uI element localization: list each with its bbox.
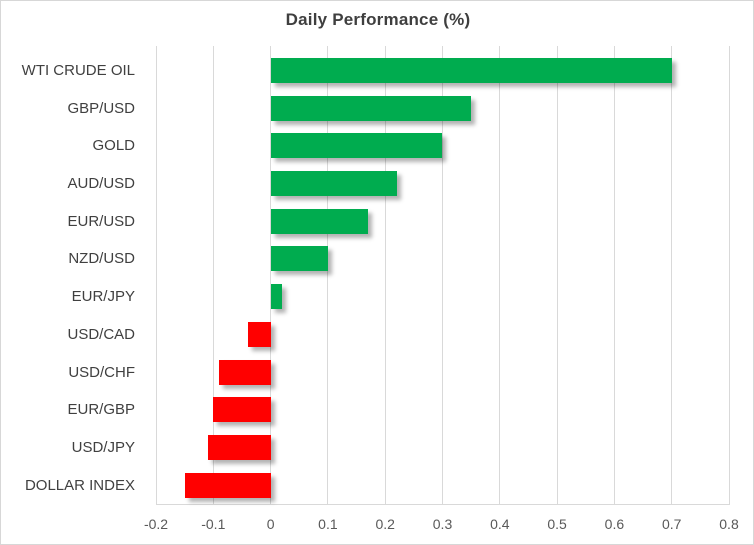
gridline (613, 46, 615, 504)
category-label: USD/CHF (68, 363, 135, 381)
bar-usd-jpy (207, 434, 271, 460)
x-tick-label: 0.7 (661, 516, 682, 532)
x-tick-label: 0 (266, 516, 275, 532)
category-label: AUD/USD (67, 175, 135, 192)
x-tick-label: 0.1 (318, 516, 338, 532)
gridline (155, 46, 157, 504)
gridline (442, 46, 443, 504)
bar-gold (270, 133, 443, 159)
x-tick-label: 0.3 (432, 516, 453, 532)
bar-usd-cad (247, 321, 271, 347)
bar-usd-chf (219, 359, 271, 385)
category-label: EUR/USD (67, 212, 135, 230)
gridline (327, 46, 329, 504)
chart-title: Daily Performance (%) (285, 10, 471, 29)
bar-nzd-usd (270, 246, 328, 272)
category-label: WTI CRUDE OIL (21, 61, 135, 79)
x-tick-label: 0.8 (719, 516, 739, 532)
gridline (728, 46, 730, 504)
x-tick-label: 0.5 (547, 516, 567, 532)
category-label: EUR/GBP (67, 401, 135, 419)
gridline (671, 46, 673, 504)
category-label: NZD/USD (68, 250, 135, 268)
gridline (212, 46, 214, 504)
category-label: USD/CAD (67, 325, 135, 343)
gridline (499, 46, 501, 504)
x-tick-label: 0.4 (490, 516, 510, 532)
bar-aud-usd (270, 171, 397, 196)
gridline (556, 46, 558, 504)
gridline (270, 46, 272, 504)
bar-eur-jpy (270, 284, 283, 310)
category-label: GBP/USD (67, 99, 135, 117)
x-tick-label: 0.2 (375, 516, 395, 532)
category-label: EUR/JPY (71, 288, 135, 306)
x-tick-label: -0.2 (143, 516, 169, 532)
x-axis-line (156, 504, 730, 505)
bar-eur-usd (270, 208, 368, 234)
category-label: GOLD (92, 137, 135, 155)
x-tick-label: -0.1 (201, 516, 226, 532)
category-label: DOLLAR INDEX (24, 476, 135, 494)
bar-eur-gbp (213, 397, 271, 423)
gridline (384, 46, 386, 504)
bar-wti-crude-oil (270, 57, 672, 83)
bar-gbp-usd (270, 95, 472, 121)
category-label: USD/JPY (71, 438, 135, 456)
bar-dollar-index (184, 472, 271, 498)
x-tick-label: 0.6 (604, 516, 625, 532)
